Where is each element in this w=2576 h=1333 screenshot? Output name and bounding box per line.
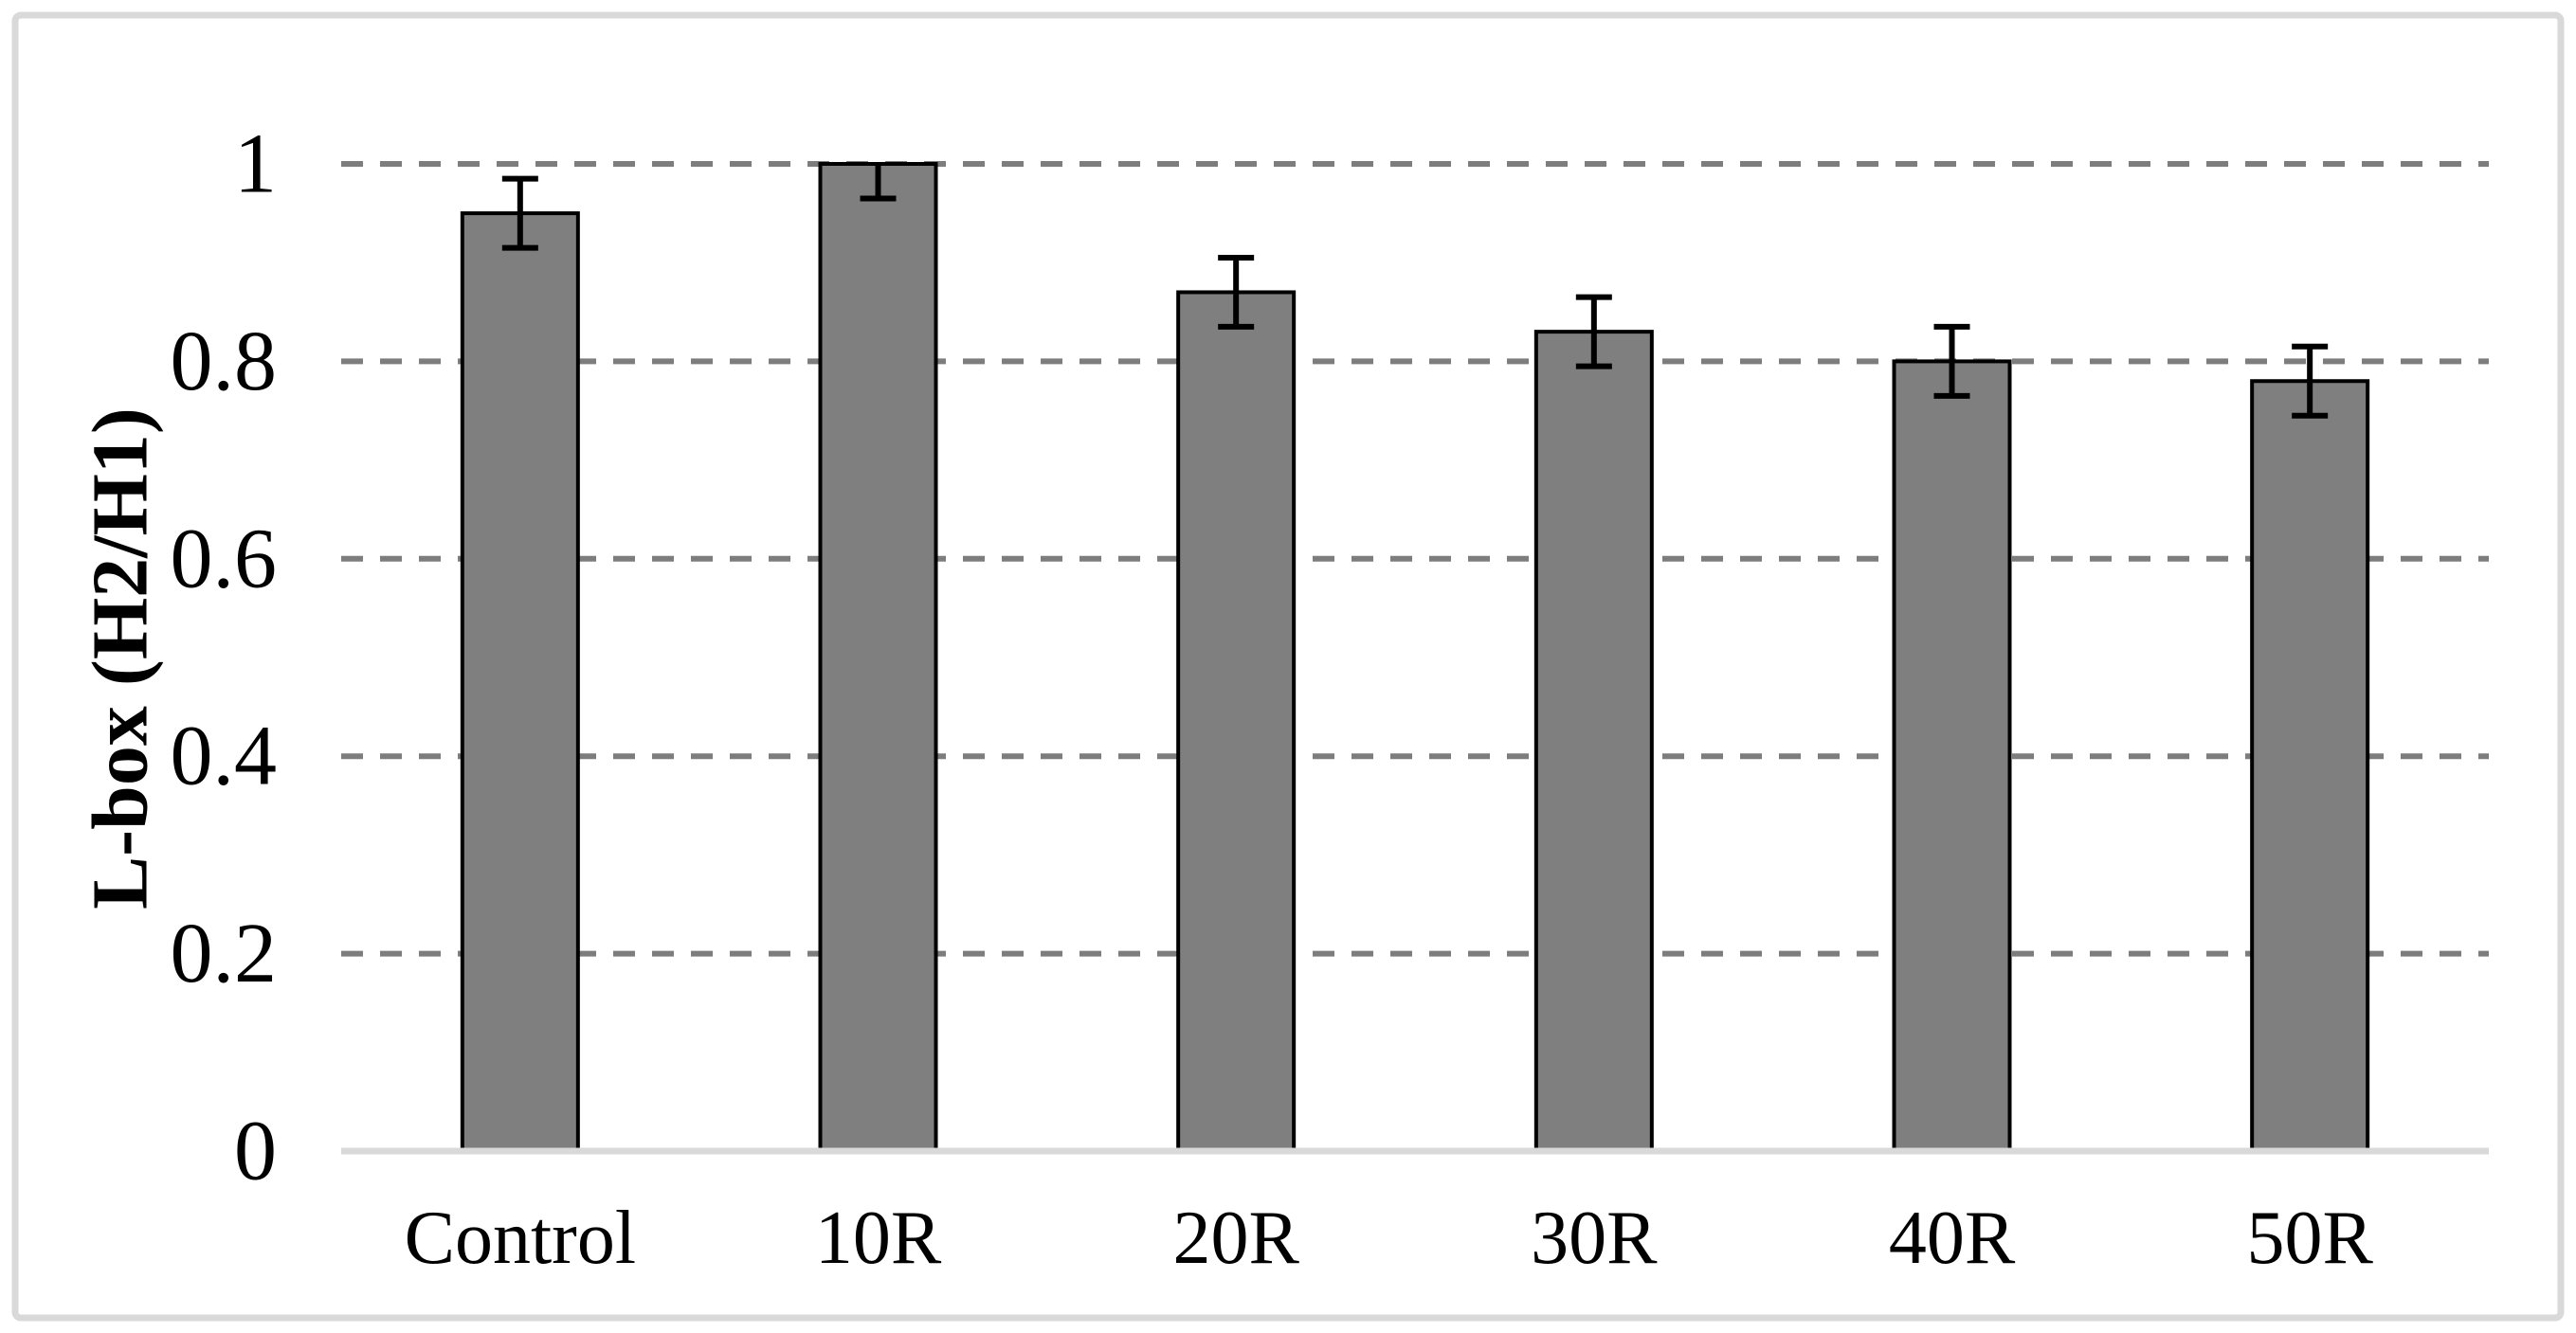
error-bar-10r: [860, 164, 897, 202]
y-tick-label-1: 1: [234, 117, 277, 211]
x-category-label-50r: 50R: [2246, 1197, 2373, 1280]
bar-10r: [818, 162, 938, 1153]
x-category-label-40r: 40R: [1889, 1197, 2016, 1280]
x-axis-category-labels: Control 10R 20R 30R 40R 50R: [405, 1197, 2374, 1280]
bar-30r: [1533, 330, 1654, 1153]
y-tick-label-0: 0: [234, 1105, 277, 1198]
bar-20r: [1176, 290, 1297, 1153]
error-bars: [501, 164, 2329, 419]
bar-50r: [2250, 379, 2370, 1153]
figure-frame: [11, 11, 2565, 1322]
bar-control: [460, 211, 580, 1154]
y-axis-tick-labels: 0 0.2 0.4 0.6 0.8 1: [171, 117, 278, 1198]
y-tick-label-0.8: 0.8: [171, 315, 278, 408]
error-bar-40r: [1933, 323, 1970, 399]
y-axis-title: L-box (H2/H1): [77, 407, 165, 910]
y-tick-label-0.6: 0.6: [171, 512, 278, 605]
x-category-label-10r: 10R: [815, 1197, 942, 1280]
y-tick-label-0.2: 0.2: [171, 907, 278, 1000]
bar-40r: [1892, 359, 2012, 1153]
bars: [460, 162, 2370, 1154]
gridlines: [341, 161, 2489, 957]
error-bar-50r: [2292, 343, 2329, 419]
error-bar-20r: [1218, 254, 1255, 330]
error-bar-30r: [1575, 294, 1612, 369]
error-bar-control: [501, 175, 538, 251]
x-category-label-control: Control: [405, 1197, 636, 1280]
y-tick-label-0.4: 0.4: [171, 710, 278, 803]
x-category-label-20r: 20R: [1172, 1197, 1299, 1280]
x-category-label-30r: 30R: [1531, 1197, 1658, 1280]
